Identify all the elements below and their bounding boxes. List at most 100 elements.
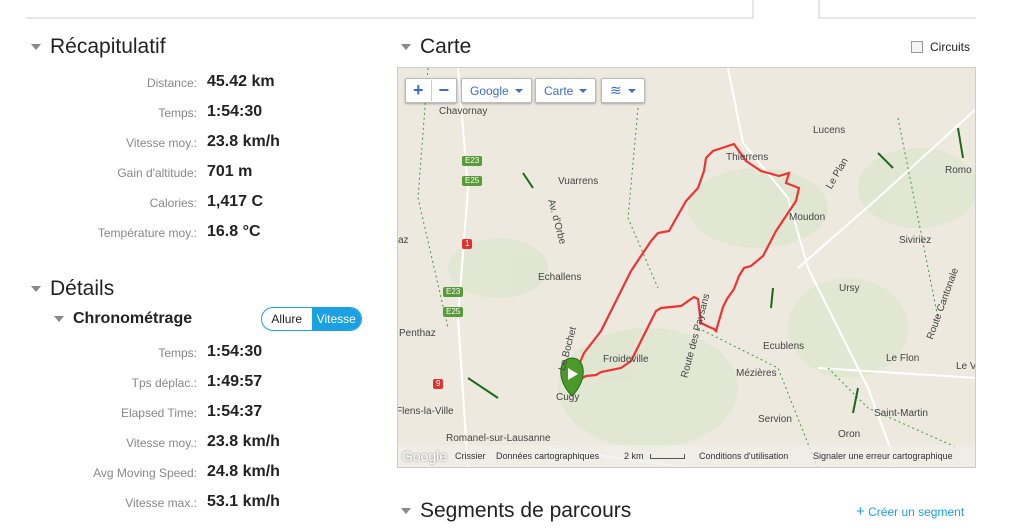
layers-icon: ≋ bbox=[610, 82, 622, 98]
map[interactable]: Chavornay Vuarrens Thierrens Lucens Romo Moud… bbox=[397, 67, 976, 468]
pace-speed-toggle: Allure Vitesse bbox=[261, 307, 362, 331]
stat-row: Température moy.: 16.8 °C bbox=[0, 220, 400, 250]
stat-label: Température moy.: bbox=[97, 226, 197, 240]
map-place-label: Vuarrens bbox=[558, 176, 599, 187]
stat-value: 23.8 km/h bbox=[207, 133, 280, 150]
map-place-label: Ecublens bbox=[763, 341, 805, 352]
maptype-dropdown[interactable]: Carte bbox=[535, 78, 597, 103]
report-error-link[interactable]: Signaler une erreur cartographique bbox=[813, 451, 953, 461]
map-place-label: Saint-Martin bbox=[874, 408, 928, 419]
create-segment-link[interactable]: + Créer un segment bbox=[856, 503, 964, 520]
google-logo: Google bbox=[402, 448, 448, 464]
stat-value: 1:49:57 bbox=[207, 373, 263, 390]
collapse-icon bbox=[31, 286, 41, 292]
chrono-title: Chronométrage bbox=[73, 310, 193, 327]
stat-value: 45.42 km bbox=[207, 73, 275, 90]
terms-link[interactable]: Conditions d'utilisation bbox=[699, 451, 789, 461]
stat-label: Avg Moving Speed: bbox=[93, 466, 197, 480]
stat-row: Temps: 1:54:30 bbox=[0, 100, 400, 130]
stat-row: Calories: 1,417 C bbox=[0, 190, 400, 220]
tab-border bbox=[818, 0, 820, 19]
maptype-label: Carte bbox=[544, 83, 574, 98]
scale-bar bbox=[650, 453, 685, 459]
zoom-controls: + − bbox=[405, 78, 457, 103]
plus-icon: + bbox=[856, 503, 865, 520]
road-badge: 1 bbox=[462, 239, 473, 249]
stat-row: Vitesse moy.: 23.8 km/h bbox=[0, 430, 400, 460]
collapse-icon bbox=[31, 44, 41, 50]
toggle-allure[interactable]: Allure bbox=[271, 312, 303, 326]
stat-label: Vitesse moy.: bbox=[126, 436, 197, 450]
stat-value: 1,417 C bbox=[207, 193, 264, 210]
map-place-label: Le Ve bbox=[956, 361, 976, 372]
road-badge: E23 bbox=[443, 287, 464, 297]
stat-row: Vitesse max.: 53.1 km/h bbox=[0, 490, 400, 520]
zoom-out-button[interactable]: − bbox=[438, 80, 449, 100]
recap-header[interactable]: Récapitulatif bbox=[31, 35, 166, 59]
start-marker[interactable] bbox=[560, 357, 584, 397]
stat-value: 16.8 °C bbox=[207, 223, 261, 240]
map-place-label: Mézières bbox=[736, 368, 777, 379]
map-place-label: Le Flon bbox=[886, 353, 920, 364]
map-data-link[interactable]: Données cartographiques bbox=[496, 451, 600, 461]
stat-label: Calories: bbox=[149, 196, 197, 210]
map-place-label: Penthaz bbox=[399, 328, 436, 339]
details-header[interactable]: Détails bbox=[31, 277, 114, 301]
stat-row: Temps: 1:54:30 bbox=[0, 340, 400, 370]
stat-value: 701 m bbox=[207, 163, 253, 180]
stat-label: Temps: bbox=[158, 346, 197, 360]
create-segment-label: Créer un segment bbox=[868, 505, 965, 519]
road-badge: E23 bbox=[462, 156, 483, 166]
provider-dropdown[interactable]: Google bbox=[461, 78, 532, 103]
stat-value: 1:54:30 bbox=[207, 343, 263, 360]
stat-label: Vitesse max.: bbox=[125, 496, 197, 510]
chevron-down-icon bbox=[627, 88, 636, 93]
stat-label: Tps déplac.: bbox=[131, 376, 197, 390]
collapse-icon bbox=[401, 44, 411, 50]
details-title: Détails bbox=[50, 277, 115, 300]
toggle-vitesse[interactable]: Vitesse bbox=[311, 308, 361, 330]
stat-label: Gain d'altitude: bbox=[117, 166, 197, 180]
map-header[interactable]: Carte bbox=[401, 35, 471, 59]
road-badge: E25 bbox=[443, 307, 464, 317]
chrono-header[interactable]: Chronométrage bbox=[54, 310, 192, 328]
map-place: Crissier bbox=[455, 451, 486, 461]
circuits-checkbox[interactable] bbox=[911, 41, 923, 53]
collapse-icon bbox=[54, 316, 64, 322]
map-place-label: Cugy bbox=[556, 392, 580, 403]
map-place-label: Froideville bbox=[603, 354, 649, 365]
segments-title: Segments de parcours bbox=[420, 499, 632, 522]
circuits-label: Circuits bbox=[930, 40, 971, 54]
segments-header[interactable]: Segments de parcours bbox=[401, 499, 631, 523]
circuits-checkbox-wrap[interactable]: Circuits bbox=[911, 40, 970, 54]
provider-label: Google bbox=[470, 83, 509, 98]
stat-value: 24.8 km/h bbox=[207, 463, 280, 480]
map-place-label: Echallens bbox=[538, 272, 582, 283]
chevron-down-icon bbox=[514, 88, 523, 93]
map-canvas bbox=[417, 68, 975, 467]
collapse-icon bbox=[401, 508, 411, 514]
recap-title: Récapitulatif bbox=[50, 35, 166, 58]
stat-value: 23.8 km/h bbox=[207, 433, 280, 450]
stat-row: Avg Moving Speed: 24.8 km/h bbox=[0, 460, 400, 490]
tab-border bbox=[818, 17, 976, 19]
tab-border bbox=[26, 17, 754, 19]
scale-label: 2 km bbox=[624, 451, 644, 461]
map-place-label: Ursy bbox=[839, 283, 860, 294]
stat-value: 53.1 km/h bbox=[207, 493, 280, 510]
map-place-label: Romo bbox=[945, 165, 972, 176]
road-badge: E25 bbox=[462, 176, 483, 186]
stat-label: Vitesse moy.: bbox=[126, 136, 197, 150]
zoom-in-button[interactable]: + bbox=[406, 80, 432, 101]
layers-dropdown[interactable]: ≋ bbox=[601, 78, 645, 103]
stat-value: 1:54:37 bbox=[207, 403, 263, 420]
road-badge: 9 bbox=[433, 379, 444, 389]
chevron-down-icon bbox=[579, 88, 588, 93]
stat-value: 1:54:30 bbox=[207, 103, 263, 120]
stat-label: Temps: bbox=[158, 106, 197, 120]
route-line bbox=[571, 142, 801, 381]
stat-label: Elapsed Time: bbox=[120, 406, 197, 420]
map-place-label: az bbox=[398, 235, 409, 246]
map-footer: Google Crissier Données cartographiques … bbox=[398, 445, 975, 467]
map-place-label: Servion bbox=[758, 414, 792, 425]
